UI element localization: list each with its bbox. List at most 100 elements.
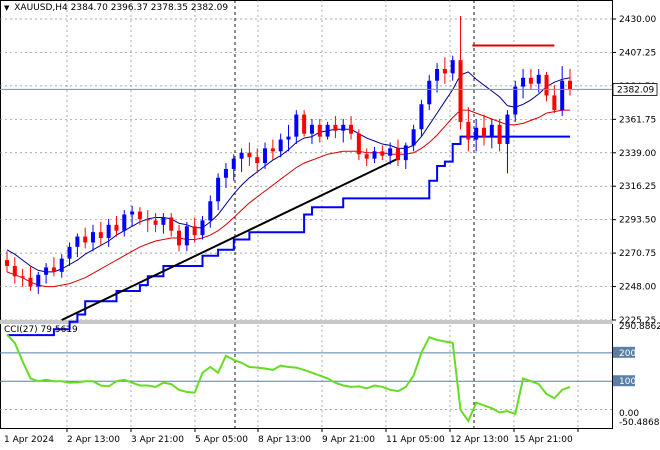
bear-candle — [12, 265, 17, 277]
bull-candle — [505, 114, 510, 144]
price-label: 2339.00 — [619, 149, 656, 159]
bull-candle — [36, 274, 41, 287]
bear-candle — [28, 277, 33, 287]
bull-candle — [474, 127, 479, 140]
bull-candle — [489, 124, 494, 137]
current-price-box — [612, 83, 658, 96]
bear-candle — [153, 220, 158, 225]
cci-label: 0.00 — [619, 409, 639, 419]
slow-ma-line — [6, 109, 570, 288]
price-label: 2407.25 — [619, 48, 656, 58]
bull-candle — [411, 129, 416, 146]
price-label: 2293.50 — [619, 216, 656, 226]
bull-candle — [67, 246, 72, 259]
bear-candle — [177, 230, 182, 246]
bull-candle — [216, 177, 221, 202]
bull-candle — [59, 258, 64, 272]
bull-candle — [403, 145, 408, 161]
price-label: 2248.00 — [619, 283, 656, 293]
current-price-label: 2382.09 — [617, 85, 654, 95]
price-label: 2316.25 — [619, 182, 656, 192]
cci-label: -50.4868 — [619, 418, 660, 428]
bear-candle — [83, 236, 88, 243]
bull-candle — [372, 151, 377, 159]
bear-candle — [380, 151, 385, 156]
cci-label: 290.8862 — [619, 322, 660, 332]
bull-candle — [427, 80, 432, 105]
support-trendline — [61, 157, 399, 321]
bull-candle — [513, 86, 518, 115]
time-label: 12 Apr 13:00 — [450, 435, 509, 445]
bear-candle — [317, 124, 322, 137]
bear-candle — [270, 148, 275, 152]
bear-candle — [302, 114, 307, 134]
bull-candle — [200, 220, 205, 236]
price-label: 2270.75 — [619, 249, 656, 259]
dropdown-triangle-icon[interactable]: ▼ — [4, 4, 10, 12]
bear-candle — [481, 127, 486, 137]
time-label: 1 Apr 2024 — [4, 435, 54, 445]
trailing-stop-line — [7, 135, 570, 337]
cci-level-lines — [0, 352, 612, 411]
cci-level-box — [613, 375, 635, 387]
bull-candle — [388, 148, 393, 156]
indicator-lines — [6, 44, 571, 424]
bear-candle — [544, 74, 549, 96]
bull-candle — [208, 201, 213, 221]
bear-candle — [395, 148, 400, 161]
bull-candle — [223, 168, 228, 178]
bear-candle — [497, 124, 502, 144]
time-label: 15 Apr 21:00 — [514, 435, 573, 445]
price-label: 2225.25 — [619, 316, 656, 326]
time-label: 8 Apr 13:00 — [258, 435, 311, 445]
cci-label: 200 — [619, 349, 636, 359]
bull-candle — [263, 148, 268, 164]
bear-candle — [333, 124, 338, 131]
bear-candle — [137, 211, 142, 219]
bull-candle — [184, 226, 189, 246]
bear-candle — [255, 157, 260, 164]
symbol-timeframe: XAUUSD,H4 — [14, 3, 68, 13]
bull-candle — [106, 224, 111, 239]
bull-candle — [161, 217, 166, 225]
bull-candle — [294, 114, 299, 137]
price-label: 2430.00 — [619, 15, 656, 25]
bull-candle — [44, 267, 49, 275]
bear-candle — [528, 77, 533, 84]
bear-candle — [568, 80, 572, 90]
time-axis: 1 Apr 2024 2 Apr 13:00 3 Apr 21:00 5 Apr 05… — [4, 428, 579, 445]
bear-candle — [145, 218, 150, 221]
current-price-marker: 2382.09 — [0, 83, 658, 96]
bear-candle — [356, 133, 361, 155]
price-axis: 2430.002407.252384.502361.752339.002316.… — [612, 15, 656, 326]
time-label: 5 Apr 05:00 — [195, 435, 248, 445]
indicator-label: CCI(27) 79.5619 — [4, 325, 78, 335]
cci-level-box — [613, 346, 635, 358]
bear-candle — [114, 224, 119, 231]
bull-candle — [536, 74, 541, 84]
bull-candle — [75, 236, 80, 247]
bear-candle — [466, 121, 471, 140]
bear-candle — [458, 60, 463, 122]
bull-candle — [325, 124, 330, 137]
bull-candle — [450, 60, 455, 74]
panel-divider — [0, 320, 613, 324]
ohlc-values: 2384.70 2396.37 2378.35 2382.09 — [70, 3, 229, 13]
bear-candle — [247, 152, 252, 158]
bull-candle — [91, 232, 96, 243]
bull-candle — [130, 211, 135, 215]
bull-candle — [286, 136, 291, 140]
bull-candle — [278, 139, 283, 152]
bear-candle — [51, 267, 56, 272]
price-label: 2361.75 — [619, 115, 656, 125]
bear-candle — [442, 68, 447, 74]
cci-label: 100 — [619, 377, 636, 387]
time-label: 9 Apr 21:00 — [322, 435, 375, 445]
bull-candle — [435, 68, 440, 81]
bear-candle — [98, 232, 103, 239]
bear-candle — [552, 95, 557, 111]
bear-candle — [20, 276, 25, 278]
plot-frame — [0, 0, 613, 429]
bull-candle — [239, 152, 244, 159]
